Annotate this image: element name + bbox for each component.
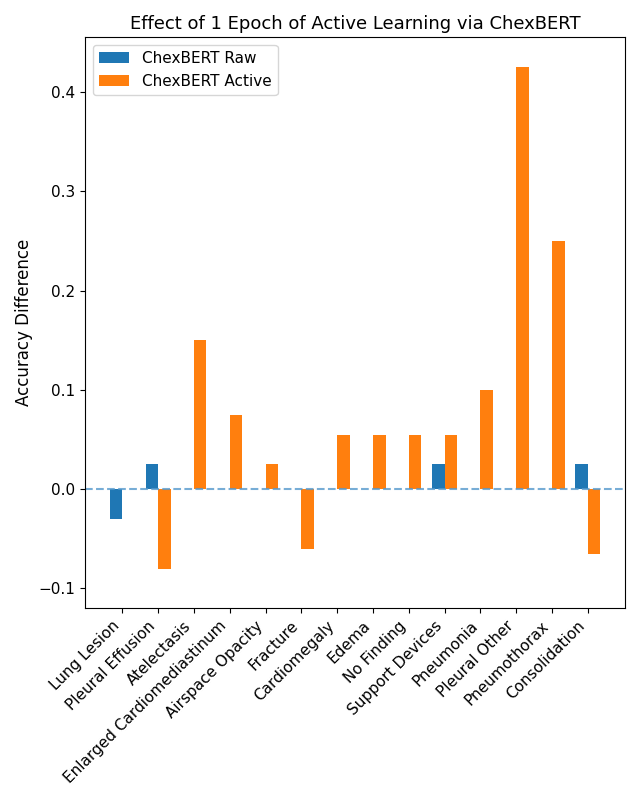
Bar bbox=[445, 435, 457, 489]
Title: Effect of 1 Epoch of Active Learning via ChexBERT: Effect of 1 Epoch of Active Learning via… bbox=[130, 15, 580, 33]
Bar bbox=[409, 435, 421, 489]
Bar bbox=[194, 340, 207, 489]
Bar bbox=[552, 241, 564, 489]
Bar bbox=[145, 465, 158, 489]
Bar bbox=[266, 465, 278, 489]
Bar bbox=[481, 390, 493, 489]
Legend: ChexBERT Raw, ChexBERT Active: ChexBERT Raw, ChexBERT Active bbox=[93, 45, 278, 95]
Bar bbox=[158, 489, 171, 569]
Bar bbox=[109, 489, 122, 519]
Bar bbox=[373, 435, 385, 489]
Bar bbox=[432, 465, 445, 489]
Bar bbox=[516, 67, 529, 489]
Bar bbox=[301, 489, 314, 549]
Y-axis label: Accuracy Difference: Accuracy Difference bbox=[15, 239, 33, 406]
Bar bbox=[230, 415, 242, 489]
Bar bbox=[337, 435, 349, 489]
Bar bbox=[588, 489, 600, 553]
Bar bbox=[575, 465, 588, 489]
